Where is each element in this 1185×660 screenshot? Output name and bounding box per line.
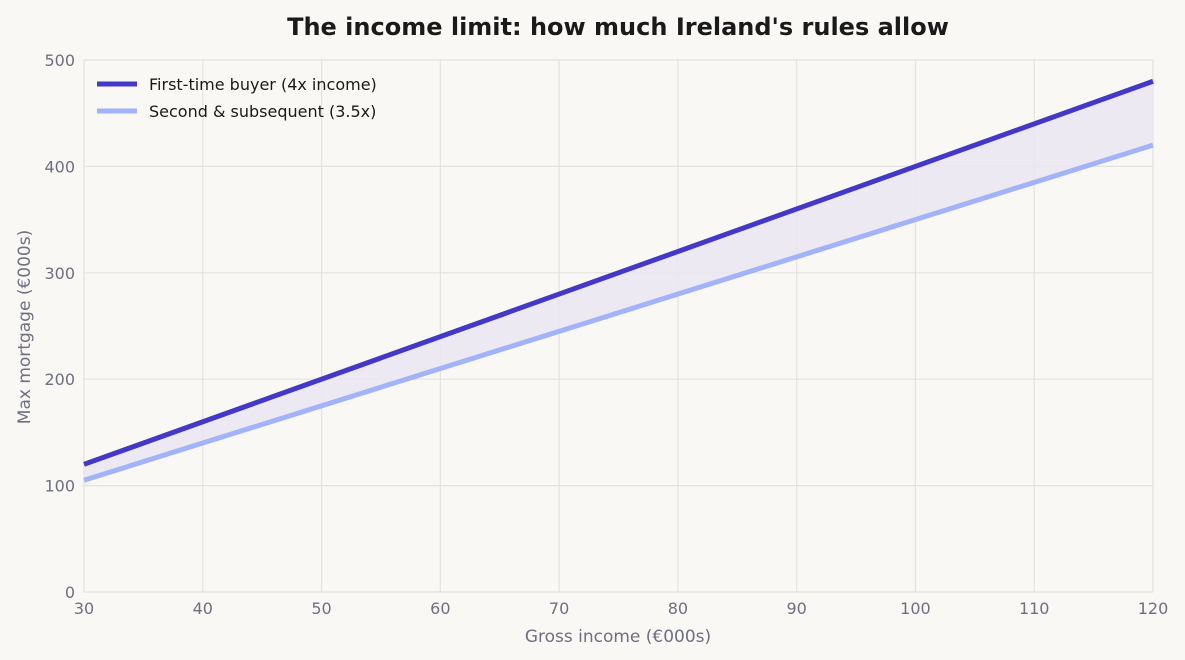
x-tick-labels: 30 40 50 60 70 80 90 100 110 120: [74, 599, 1168, 618]
chart-title: The income limit: how much Ireland's rul…: [287, 13, 949, 41]
x-tick-label: 110: [1019, 599, 1050, 618]
y-tick-label: 500: [44, 51, 75, 70]
x-tick-label: 100: [900, 599, 931, 618]
y-tick-labels: 0 100 200 300 400 500: [44, 51, 75, 602]
x-tick-label: 70: [549, 599, 569, 618]
x-tick-label: 90: [786, 599, 806, 618]
region-between-series: [84, 81, 1153, 481]
x-tick-label: 60: [430, 599, 450, 618]
series-lines: [83, 78, 1154, 483]
series-line-0: [83, 78, 1154, 467]
legend: First-time buyer (4x income) Second & sub…: [97, 75, 377, 121]
x-tick-label: 120: [1138, 599, 1169, 618]
legend-label: Second & subsequent (3.5x): [149, 102, 376, 121]
shaded-region: [84, 81, 1153, 481]
y-tick-label: 200: [44, 370, 75, 389]
series-line-1: [83, 142, 1154, 483]
y-tick-label: 300: [44, 264, 75, 283]
legend-label: First-time buyer (4x income): [149, 75, 377, 94]
x-tick-label: 50: [311, 599, 331, 618]
x-tick-label: 40: [193, 599, 213, 618]
y-tick-label: 100: [44, 477, 75, 496]
x-tick-label: 80: [668, 599, 688, 618]
x-tick-label: 30: [74, 599, 94, 618]
y-tick-label: 0: [65, 583, 75, 602]
y-tick-label: 400: [44, 157, 75, 176]
y-axis-label: Max mortgage (€000s): [15, 230, 35, 424]
legend-item-1: Second & subsequent (3.5x): [97, 102, 376, 121]
legend-item-0: First-time buyer (4x income): [97, 75, 377, 94]
x-axis-label: Gross income (€000s): [525, 627, 711, 647]
